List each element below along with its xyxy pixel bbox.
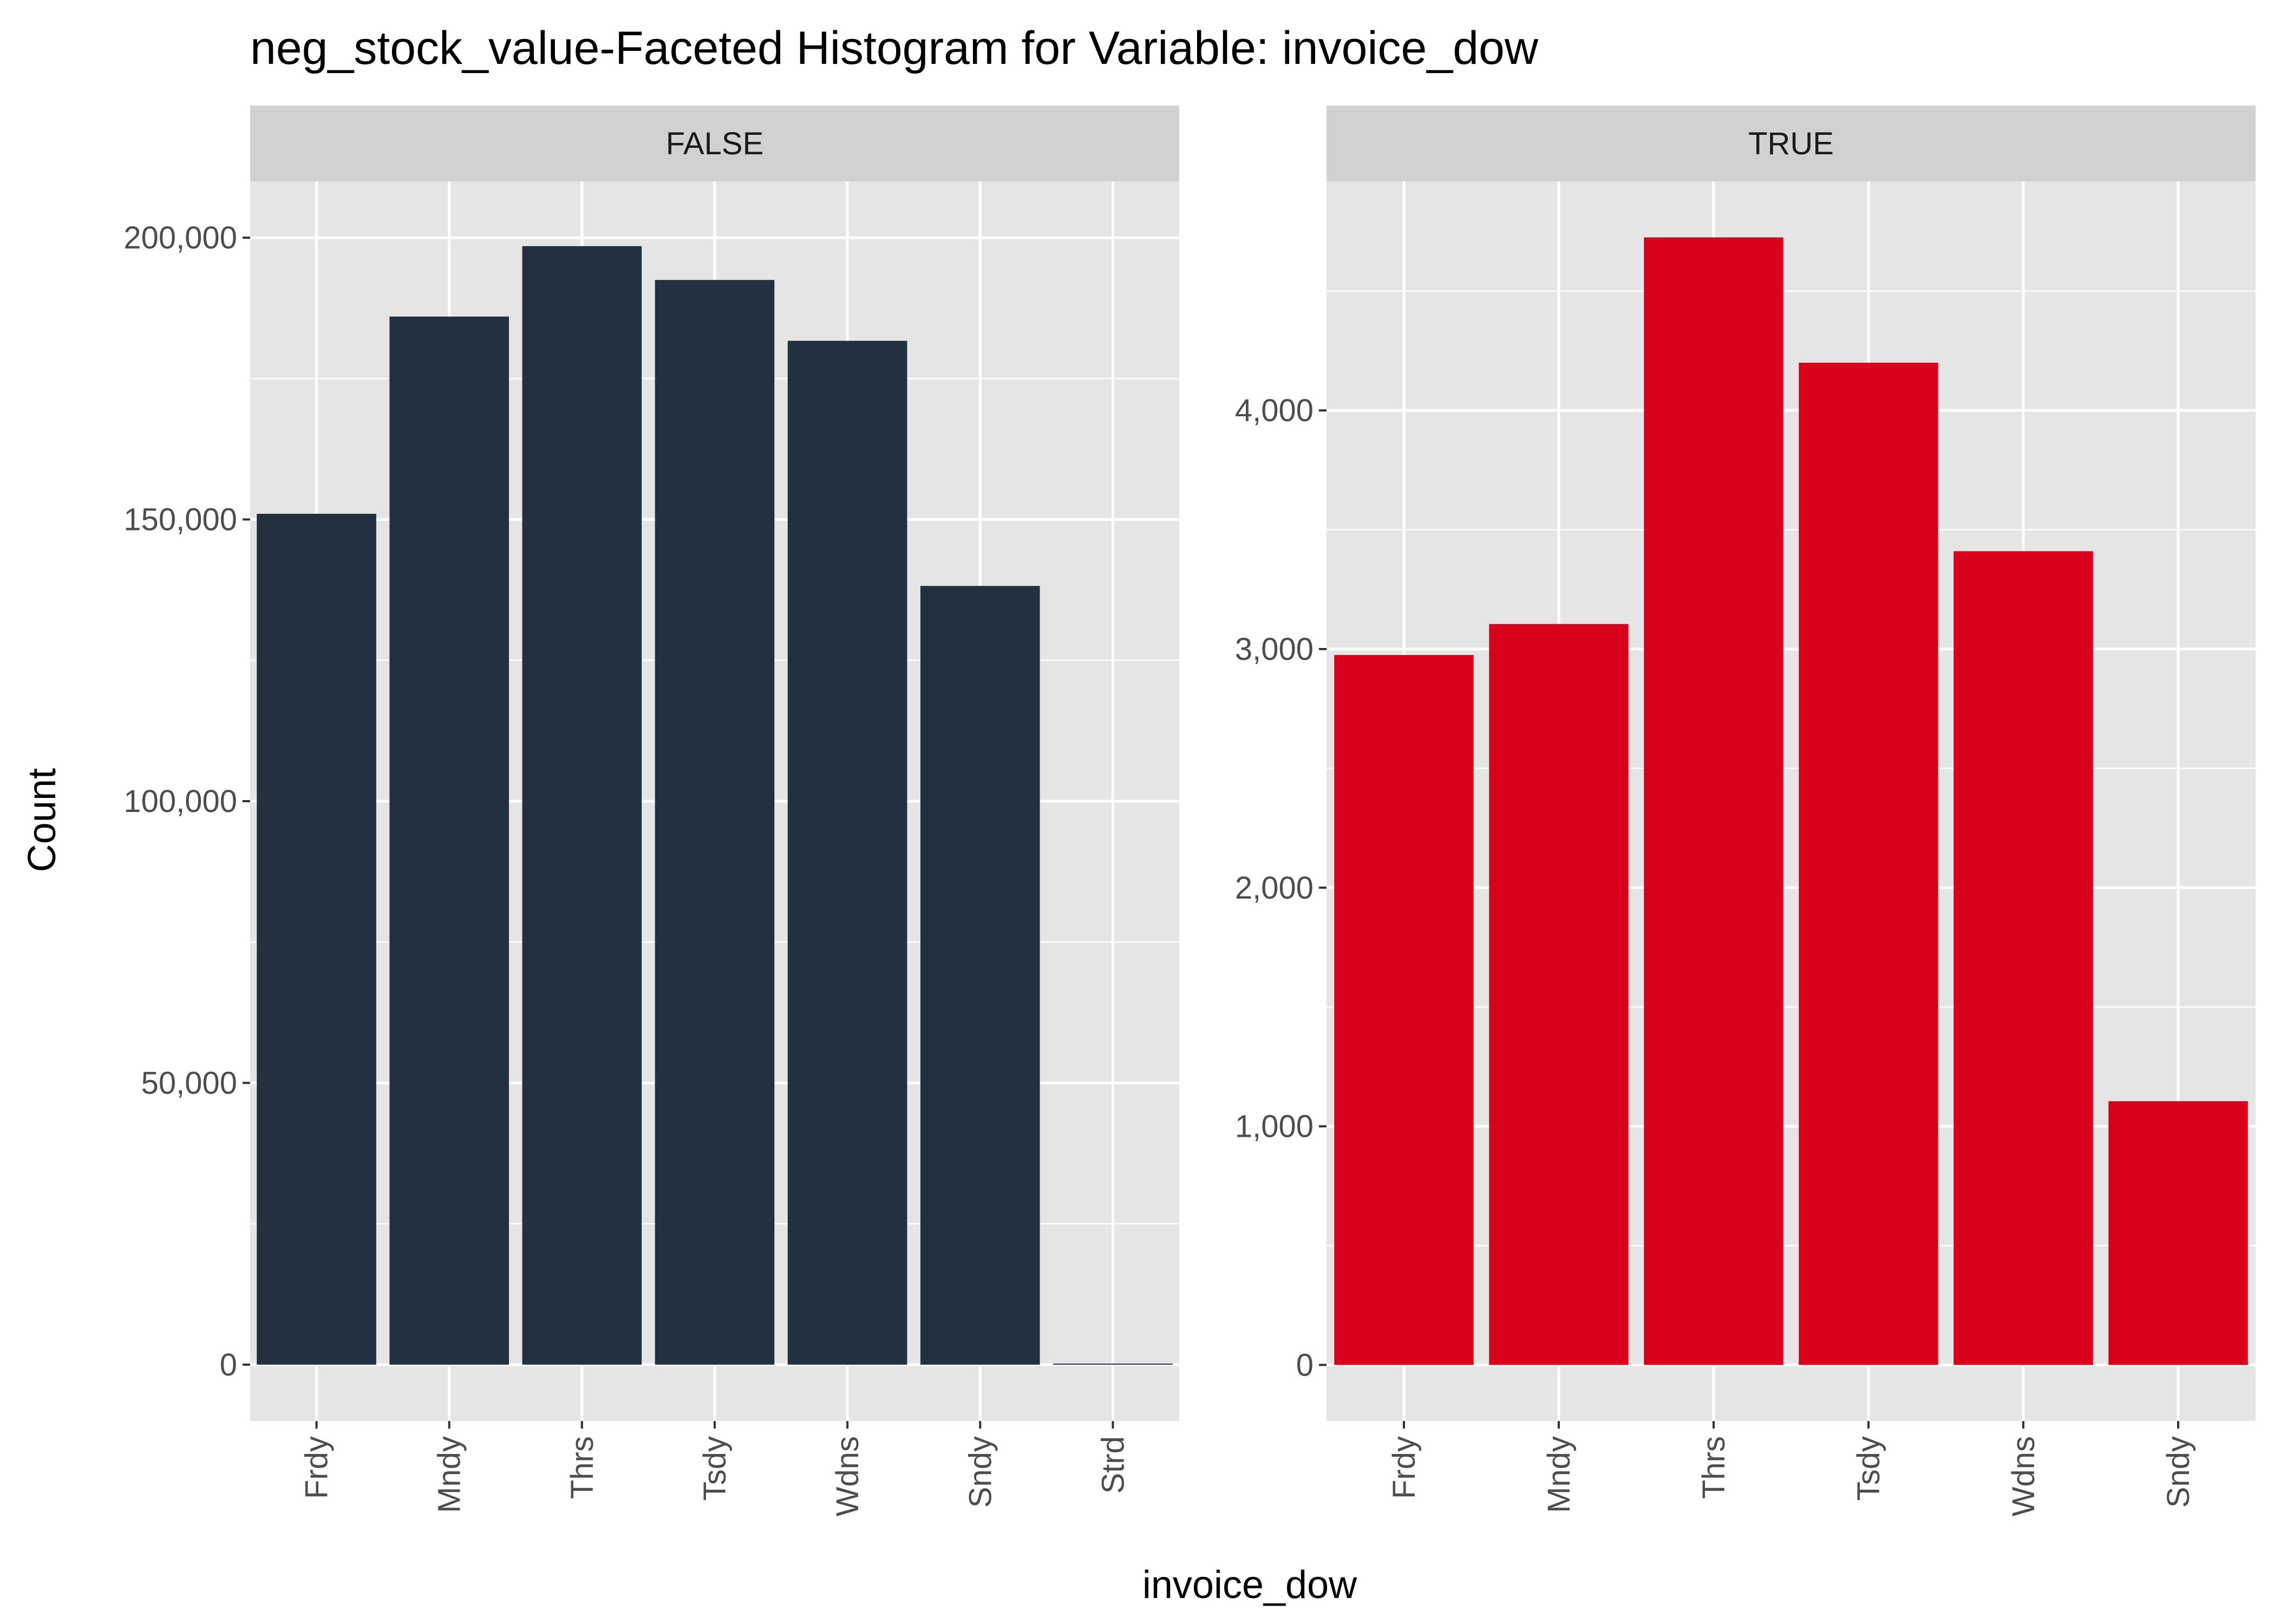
bar-frdy xyxy=(1334,655,1474,1365)
chart-title: neg_stock_value-Faceted Histogram for Va… xyxy=(250,22,1539,74)
bar-tsdy xyxy=(1799,363,1938,1365)
bar-wdns xyxy=(1953,551,2093,1365)
x-tick-label: Wdns xyxy=(2006,1436,2041,1516)
y-tick-label: 200,000 xyxy=(123,220,237,256)
x-tick-label: Strd xyxy=(1095,1436,1131,1494)
facet-strip xyxy=(250,106,1179,181)
bar-thrs xyxy=(522,246,642,1365)
y-tick-label: 4,000 xyxy=(1235,393,1314,428)
x-tick-label: Mndy xyxy=(1541,1436,1577,1513)
bar-frdy xyxy=(257,514,376,1365)
y-tick-label: 50,000 xyxy=(141,1065,237,1101)
x-tick-label: Sndy xyxy=(963,1436,998,1508)
bar-sndy xyxy=(920,586,1040,1365)
bar-strd xyxy=(1053,1363,1173,1365)
x-tick-label: Mndy xyxy=(432,1436,467,1513)
facet-strip xyxy=(1327,106,2256,181)
bar-mndy xyxy=(389,316,509,1365)
bar-thrs xyxy=(1644,237,1783,1365)
y-tick-label: 100,000 xyxy=(123,784,237,819)
facet-strip-label: FALSE xyxy=(666,126,764,161)
y-tick-label: 2,000 xyxy=(1235,870,1314,906)
bar-wdns xyxy=(787,340,907,1365)
y-tick-label: 3,000 xyxy=(1235,632,1314,667)
y-tick-label: 0 xyxy=(1296,1347,1314,1383)
facets: FALSE 0 50,000 100,000 150,000 200,000 Frdy Mnd… xyxy=(123,106,2256,1516)
facet-panel-true: TRUE 0 1,000 2,000 3,000 4,000 Frdy Mndy Thrs Tsd… xyxy=(1235,106,2256,1516)
bar-tsdy xyxy=(655,280,775,1365)
x-tick-label: Thrs xyxy=(1696,1436,1731,1499)
x-tick-label: Frdy xyxy=(1387,1436,1422,1499)
panel-background xyxy=(1327,181,2256,1421)
y-tick-label: 1,000 xyxy=(1235,1109,1314,1144)
bar-mndy xyxy=(1489,624,1629,1365)
x-tick-label: Tsdy xyxy=(697,1436,733,1501)
y-tick-label: 0 xyxy=(220,1347,237,1383)
y-axis-title: Count xyxy=(21,768,64,872)
y-tick-label: 150,000 xyxy=(123,502,237,538)
facet-panel-false: FALSE 0 50,000 100,000 150,000 200,000 Frdy Mnd… xyxy=(123,106,1179,1516)
bar-sndy xyxy=(2108,1101,2248,1365)
x-tick-label: Frdy xyxy=(299,1436,335,1499)
x-tick-label: Tsdy xyxy=(1851,1436,1886,1501)
x-tick-label: Sndy xyxy=(2161,1436,2196,1508)
facet-strip-label: TRUE xyxy=(1748,126,1834,161)
x-tick-label: Wdns xyxy=(830,1436,865,1516)
x-tick-label: Thrs xyxy=(565,1436,600,1499)
x-axis-title: invoice_dow xyxy=(1142,1563,1357,1607)
